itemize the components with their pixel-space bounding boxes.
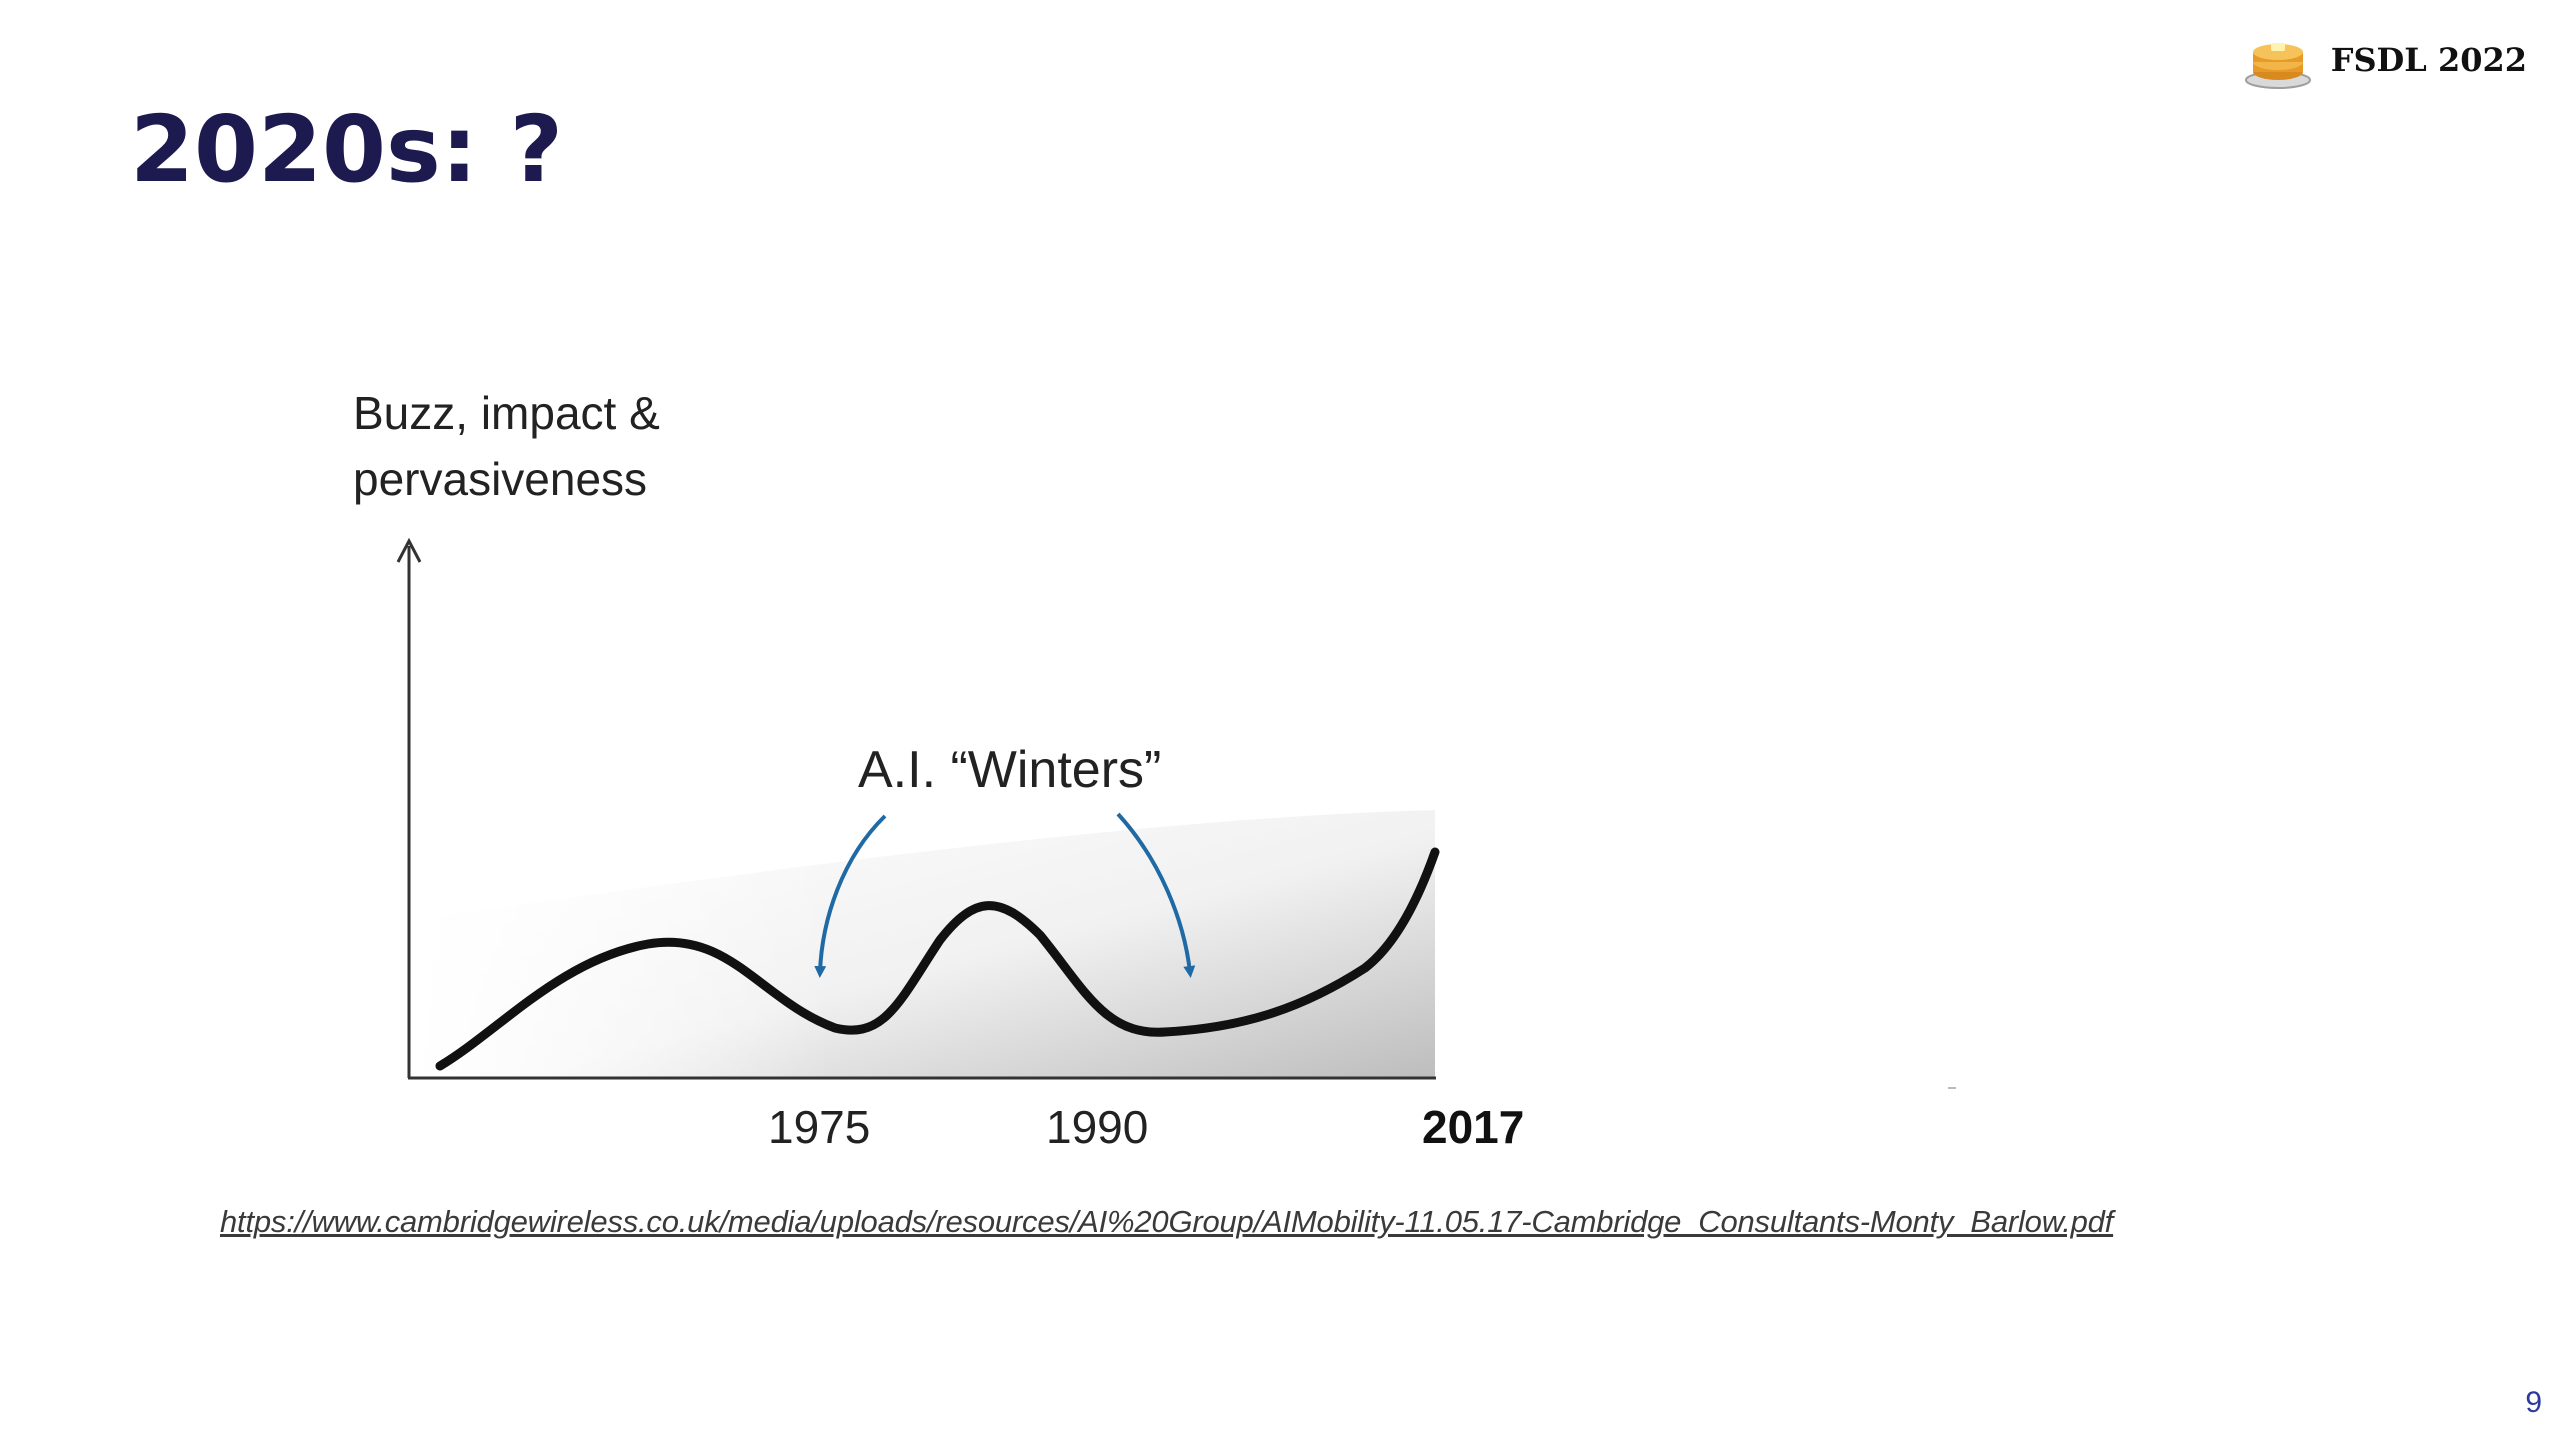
- y-axis-label: Buzz, impact & pervasiveness: [353, 380, 660, 512]
- y-axis-label-line2: pervasiveness: [353, 453, 648, 505]
- y-axis-arrowhead: [396, 537, 422, 563]
- x-tick-1975: 1975: [768, 1101, 871, 1153]
- source-link[interactable]: https://www.cambridgewireless.co.uk/medi…: [220, 1204, 2114, 1239]
- slide-title: 2020s: ?: [130, 96, 564, 203]
- brand: FSDL 2022: [2243, 30, 2527, 90]
- hype-curve: [435, 847, 1440, 1071]
- x-tick-2017: 2017: [1422, 1101, 1525, 1153]
- brand-label: FSDL 2022: [2330, 41, 2527, 79]
- page-number: 9: [2525, 1386, 2542, 1419]
- y-axis-label-line1: Buzz, impact &: [353, 387, 660, 439]
- winter-arrow-1990: [1116, 812, 1196, 978]
- x-tick-1990: 1990: [1046, 1101, 1149, 1153]
- pancakes-icon: [2244, 43, 2311, 89]
- winters-annotation: A.I. “Winters”: [858, 741, 1162, 799]
- winter-arrow-1975: [814, 814, 887, 978]
